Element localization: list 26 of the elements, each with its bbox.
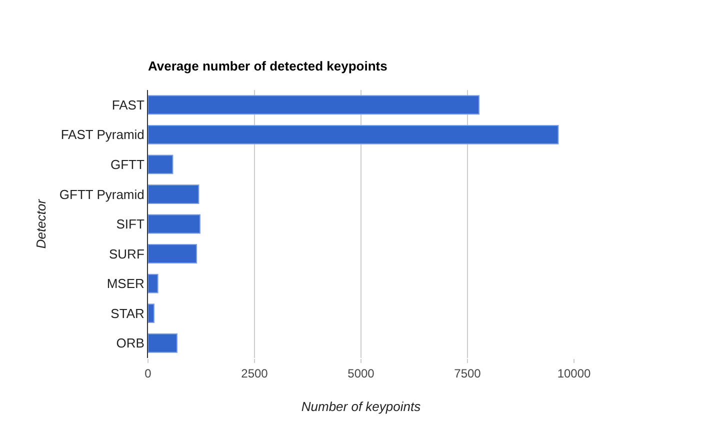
bar: [148, 244, 198, 264]
bar: [148, 184, 200, 204]
bar: [148, 95, 480, 115]
y-tick-label: MSER: [106, 276, 144, 292]
y-tick-label: FAST: [112, 97, 144, 112]
bar: [148, 154, 174, 174]
y-tick-label: SURF: [109, 246, 144, 262]
x-tick-label: 10000: [557, 366, 592, 380]
y-tick-label: ORB: [116, 336, 144, 351]
bar: [148, 214, 200, 234]
y-tick-label: SIFT: [116, 216, 144, 232]
bar: [148, 304, 154, 324]
x-tick-label: 2500: [241, 366, 268, 380]
y-tick-label: STAR: [110, 306, 144, 321]
x-tick-label: 0: [144, 366, 152, 380]
bar: [148, 124, 559, 144]
x-tick-label: 7500: [454, 366, 482, 380]
bar: [148, 333, 178, 353]
x-axis-title: Number of keypoints: [301, 399, 422, 414]
y-tick-label: FAST Pyramid: [60, 127, 144, 142]
y-tick-label: GFTT: [110, 156, 144, 172]
bar: [148, 274, 158, 294]
x-tick-label: 5000: [348, 366, 375, 380]
y-tick-label: GFTT Pyramid: [59, 186, 144, 202]
y-axis-title: Detector: [33, 198, 48, 249]
chart-title: Average number of detected keypoints: [148, 58, 388, 74]
